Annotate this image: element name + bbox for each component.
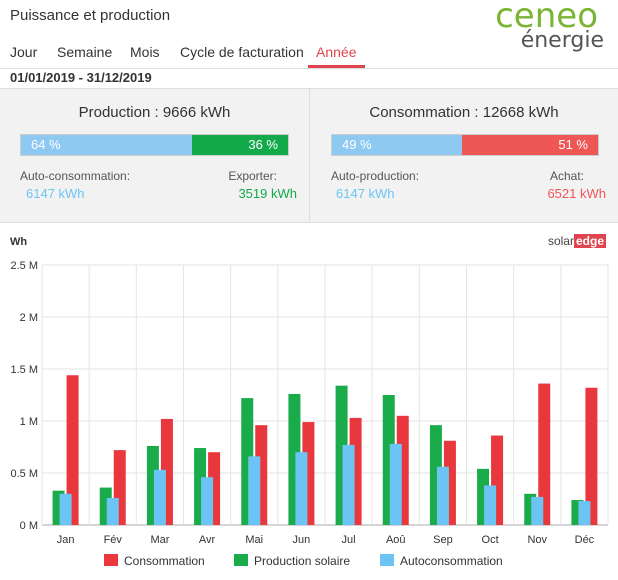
consumption-purchase-segment: 51 % <box>462 135 598 155</box>
ceneo-logo: ceneo énergie <box>480 0 610 53</box>
chart-plot: 0 M 0.5 M 1 M 1.5 M 2 M 2.5 M Jan Fév Mar Avr Mai J… <box>10 260 609 546</box>
purchase-value: 6521 kWh <box>547 186 606 201</box>
x-tick-label: Jan <box>57 534 75 546</box>
summary-panel: Production : 9666 kWh 64 % 36 % Auto-con… <box>0 88 618 223</box>
energy-chart: Wh solar edge 0 M 0.5 M 1 M 1.5 M 2 M 2.5 M Jan… <box>0 222 618 580</box>
brand-text-solar: solar <box>547 234 574 248</box>
self-production-label: Auto-production: <box>331 169 420 183</box>
bar-autoconsumption <box>436 466 449 525</box>
tab-cycle-facturation[interactable]: Cycle de facturation <box>180 44 304 60</box>
page-title: Puissance et production <box>10 7 171 24</box>
bar-consumption <box>66 375 79 525</box>
bar-autoconsumption <box>342 444 355 525</box>
tab-jour[interactable]: Jour <box>10 44 38 60</box>
bar-consumption <box>538 383 551 525</box>
bar-autoconsumption <box>106 497 119 525</box>
x-tick-label: Oct <box>482 534 499 546</box>
bar-autoconsumption <box>59 493 72 525</box>
bar-autoconsumption <box>578 501 591 525</box>
y-tick-label: 0.5 M <box>10 468 38 480</box>
x-tick-label: Avr <box>199 534 216 546</box>
production-export-segment: 36 % <box>191 135 288 155</box>
logo-text-bottom: énergie <box>520 28 604 53</box>
period-tabs: Jour Semaine Mois Cycle de facturation A… <box>0 38 618 69</box>
export-value: 3519 kWh <box>238 186 297 201</box>
x-tick-label: Fév <box>104 534 123 546</box>
legend-consommation[interactable]: Consommation <box>104 554 205 568</box>
y-axis-unit: Wh <box>10 236 28 248</box>
x-tick-label: Nov <box>527 534 547 546</box>
y-tick-label: 2.5 M <box>10 260 38 272</box>
legend-autoconsommation[interactable]: Autoconsommation <box>380 554 503 568</box>
chart-legend: Consommation Production solaire Autocons… <box>0 552 618 572</box>
bar-autoconsumption <box>389 443 402 525</box>
x-tick-label: Déc <box>575 534 595 546</box>
x-tick-label: Mar <box>150 534 169 546</box>
production-title: Production : 9666 kWh <box>78 104 231 121</box>
bar-autoconsumption <box>484 485 497 525</box>
purchase-label: Achat: <box>549 169 584 183</box>
consumption-title: Consommation : 12668 kWh <box>369 104 559 121</box>
legend-swatch-production <box>234 554 248 566</box>
y-tick-label: 0 M <box>20 520 38 532</box>
y-tick-label: 2 M <box>20 312 38 324</box>
export-label: Exporter: <box>228 169 277 183</box>
active-tab-indicator <box>308 65 365 68</box>
bar-production <box>52 490 65 525</box>
consumption-panel: Consommation : 12668 kWh 49 % 51 % Auto-… <box>310 89 618 222</box>
x-tick-label: Mai <box>245 534 263 546</box>
legend-swatch-consommation <box>104 554 118 566</box>
bar-autoconsumption <box>153 469 166 525</box>
bar-autoconsumption <box>295 452 308 525</box>
self-consumption-value: 6147 kWh <box>26 186 85 201</box>
brand-text-edge: edge <box>573 234 606 248</box>
x-tick-label: Sep <box>433 534 453 546</box>
logo-text-top: ceneo <box>495 0 598 36</box>
production-self-segment: 64 % <box>21 135 192 155</box>
legend-label-consommation: Consommation <box>124 554 205 568</box>
bar-autoconsumption <box>248 456 261 525</box>
legend-production-solaire[interactable]: Production solaire <box>234 554 350 568</box>
self-consumption-label: Auto-consommation: <box>20 169 131 183</box>
legend-label-production: Production solaire <box>254 554 351 568</box>
y-tick-label: 1 M <box>20 416 38 428</box>
x-tick-label: Jul <box>342 534 356 546</box>
legend-swatch-autoconsommation <box>380 554 394 566</box>
consumption-ratio-bar: 49 % 51 % <box>331 134 599 156</box>
bar-autoconsumption <box>201 477 214 525</box>
tab-semaine[interactable]: Semaine <box>57 44 113 60</box>
date-range: 01/01/2019 - 31/12/2019 <box>10 70 152 85</box>
legend-label-autoconsommation: Autoconsommation <box>400 554 503 568</box>
solaredge-logo: solar edge <box>548 234 606 248</box>
y-tick-label: 1.5 M <box>10 364 38 376</box>
x-tick-label: Jun <box>293 534 311 546</box>
consumption-self-segment: 49 % <box>332 135 463 155</box>
production-panel: Production : 9666 kWh 64 % 36 % Auto-con… <box>0 89 310 222</box>
tab-annee[interactable]: Année <box>316 44 357 60</box>
bar-autoconsumption <box>531 496 544 525</box>
production-ratio-bar: 64 % 36 % <box>20 134 289 156</box>
bar-consumption <box>585 387 598 525</box>
self-production-value: 6147 kWh <box>336 186 395 201</box>
tab-mois[interactable]: Mois <box>130 44 160 60</box>
header: Puissance et production ceneo énergie <box>0 0 618 53</box>
x-tick-label: Aoû <box>386 534 406 546</box>
